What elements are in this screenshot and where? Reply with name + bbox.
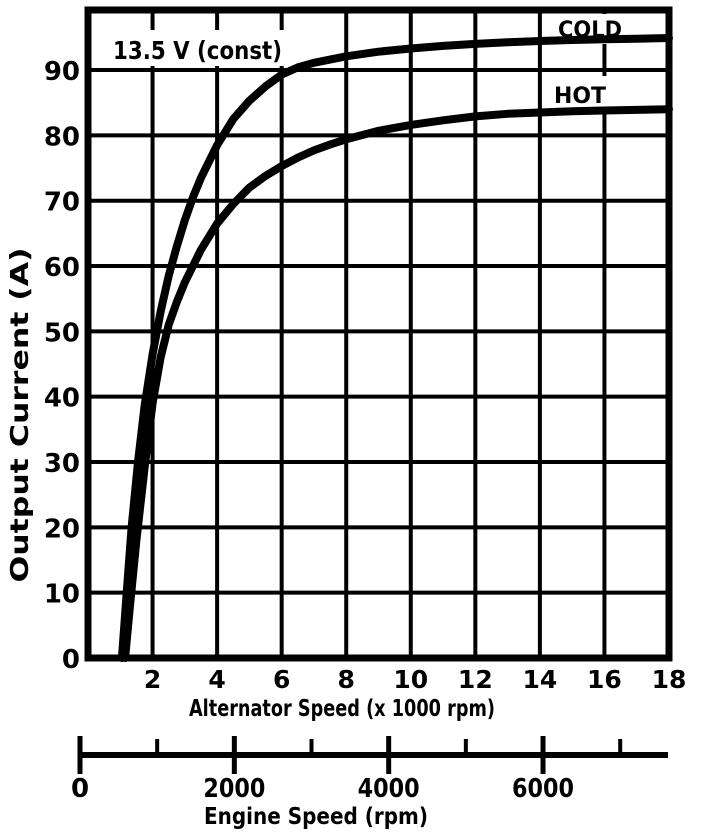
- y-tick-label: 80: [44, 122, 80, 152]
- x-tick-label: 12: [458, 665, 493, 694]
- hot-label-background: [544, 76, 618, 110]
- y-tick-label: 10: [44, 580, 80, 610]
- plot-border: [84, 6, 673, 662]
- engine-axis-title: Engine Speed (rpm): [204, 804, 428, 830]
- x-tick-label: 18: [652, 665, 687, 694]
- y-tick-label: 60: [44, 253, 80, 283]
- y-tick-label: 90: [44, 57, 80, 87]
- y-tick-label: 50: [44, 318, 80, 348]
- x-tick-label: 4: [208, 665, 225, 694]
- x-tick-label: 2: [144, 665, 161, 694]
- x-axis-title: Alternator Speed (x 1000 rpm): [189, 696, 495, 722]
- y-tick-label: 40: [44, 384, 80, 414]
- hot-curve-label: HOT: [554, 84, 606, 109]
- x-tick-label: 14: [522, 665, 557, 694]
- curves: [117, 34, 673, 662]
- y-tick-label: 30: [44, 449, 80, 479]
- x-tick-label: 16: [587, 665, 622, 694]
- x-axis-tick-labels: 2 4 6 8 10 12 14 16 18: [144, 665, 687, 694]
- cold-curve-label: COLD: [558, 18, 622, 43]
- engine-tick-label: 6000: [512, 774, 574, 804]
- y-tick-label: 70: [44, 188, 80, 218]
- y-tick-label: 20: [44, 514, 80, 544]
- y-tick-label: 0: [62, 645, 80, 675]
- hot-curve: [121, 105, 673, 662]
- x-tick-label: 6: [273, 665, 290, 694]
- x-tick-label: 8: [338, 665, 355, 694]
- y-axis-tick-labels: 0 10 20 30 40 50 60 70 80 90: [44, 57, 80, 675]
- engine-tick-label: 2000: [203, 774, 265, 804]
- cold-curve: [117, 34, 673, 662]
- engine-tick-label: 4000: [358, 774, 420, 804]
- annotation-background: [106, 30, 292, 66]
- engine-tick-label: 0: [71, 774, 89, 804]
- voltage-annotation: 13.5 V (const): [113, 36, 282, 65]
- y-axis-title: Output Current (A): [5, 248, 34, 583]
- engine-speed-scale: 0 2000 4000 6000: [71, 736, 668, 804]
- x-tick-label: 10: [393, 665, 428, 694]
